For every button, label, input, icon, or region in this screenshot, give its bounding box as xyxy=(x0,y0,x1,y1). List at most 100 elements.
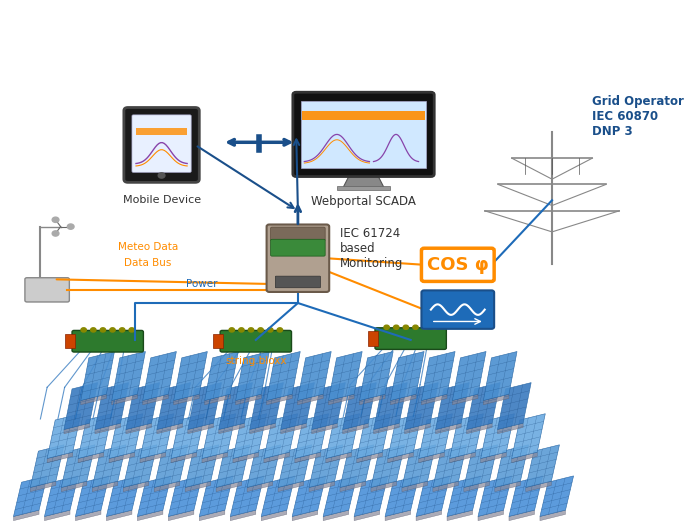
FancyBboxPatch shape xyxy=(214,334,223,348)
Polygon shape xyxy=(371,481,396,492)
Polygon shape xyxy=(388,414,421,458)
Polygon shape xyxy=(30,445,64,487)
FancyBboxPatch shape xyxy=(124,108,200,182)
Polygon shape xyxy=(357,452,382,463)
Polygon shape xyxy=(47,452,73,463)
FancyBboxPatch shape xyxy=(421,290,494,329)
FancyBboxPatch shape xyxy=(301,101,426,168)
Polygon shape xyxy=(204,394,230,405)
Polygon shape xyxy=(168,476,202,516)
Polygon shape xyxy=(328,394,354,405)
Circle shape xyxy=(422,325,428,329)
Polygon shape xyxy=(157,423,183,434)
Polygon shape xyxy=(76,510,101,521)
Polygon shape xyxy=(261,510,287,521)
Polygon shape xyxy=(323,476,357,516)
Polygon shape xyxy=(447,476,481,516)
Polygon shape xyxy=(357,414,391,458)
Polygon shape xyxy=(509,510,535,521)
Polygon shape xyxy=(80,394,106,405)
Polygon shape xyxy=(433,481,459,492)
Polygon shape xyxy=(391,394,416,405)
Polygon shape xyxy=(343,423,368,434)
Polygon shape xyxy=(435,383,469,430)
Polygon shape xyxy=(340,445,374,487)
FancyBboxPatch shape xyxy=(275,276,321,288)
Polygon shape xyxy=(512,414,545,458)
Polygon shape xyxy=(219,423,244,434)
Polygon shape xyxy=(281,423,307,434)
Polygon shape xyxy=(295,414,328,458)
Polygon shape xyxy=(216,481,242,492)
Polygon shape xyxy=(78,414,112,458)
Circle shape xyxy=(52,217,59,222)
Polygon shape xyxy=(498,423,523,434)
FancyBboxPatch shape xyxy=(368,331,378,346)
Polygon shape xyxy=(154,481,180,492)
Circle shape xyxy=(52,231,59,236)
FancyBboxPatch shape xyxy=(421,248,494,281)
Polygon shape xyxy=(140,414,174,458)
Text: string.bloxx: string.bloxx xyxy=(225,356,286,366)
Polygon shape xyxy=(188,383,221,430)
Polygon shape xyxy=(62,481,87,492)
Polygon shape xyxy=(328,352,362,401)
Polygon shape xyxy=(202,452,228,463)
Circle shape xyxy=(267,328,273,332)
Polygon shape xyxy=(447,510,473,521)
Polygon shape xyxy=(278,445,312,487)
Circle shape xyxy=(277,328,283,332)
Polygon shape xyxy=(449,452,475,463)
Circle shape xyxy=(413,325,418,329)
Polygon shape xyxy=(466,383,500,430)
Polygon shape xyxy=(354,510,379,521)
Polygon shape xyxy=(92,481,118,492)
Text: COS φ: COS φ xyxy=(427,256,489,274)
Polygon shape xyxy=(44,510,70,521)
Polygon shape xyxy=(250,423,275,434)
Polygon shape xyxy=(199,510,225,521)
Polygon shape xyxy=(416,510,442,521)
Bar xyxy=(302,111,426,120)
Polygon shape xyxy=(44,476,78,516)
Polygon shape xyxy=(402,445,435,487)
Circle shape xyxy=(81,328,86,332)
Polygon shape xyxy=(112,394,137,405)
Polygon shape xyxy=(312,423,337,434)
Polygon shape xyxy=(80,352,114,401)
Polygon shape xyxy=(464,481,489,492)
Polygon shape xyxy=(498,383,531,430)
Polygon shape xyxy=(171,452,197,463)
Polygon shape xyxy=(95,383,129,430)
Polygon shape xyxy=(371,445,405,487)
Circle shape xyxy=(248,328,253,332)
Polygon shape xyxy=(62,445,95,487)
Polygon shape xyxy=(109,452,134,463)
Polygon shape xyxy=(464,445,498,487)
Polygon shape xyxy=(526,481,552,492)
Polygon shape xyxy=(143,352,176,401)
Polygon shape xyxy=(171,414,204,458)
Polygon shape xyxy=(199,476,233,516)
Polygon shape xyxy=(236,394,261,405)
Polygon shape xyxy=(435,423,461,434)
Polygon shape xyxy=(267,352,300,401)
Polygon shape xyxy=(495,445,528,487)
Polygon shape xyxy=(292,476,326,516)
FancyBboxPatch shape xyxy=(132,115,191,172)
FancyBboxPatch shape xyxy=(271,239,326,256)
Polygon shape xyxy=(402,481,428,492)
Polygon shape xyxy=(388,452,414,463)
Polygon shape xyxy=(512,452,537,463)
Polygon shape xyxy=(154,445,188,487)
Bar xyxy=(136,128,187,135)
Polygon shape xyxy=(540,476,573,516)
Polygon shape xyxy=(112,352,146,401)
Polygon shape xyxy=(405,423,430,434)
Polygon shape xyxy=(157,383,190,430)
Circle shape xyxy=(100,328,106,332)
Polygon shape xyxy=(419,414,452,458)
Polygon shape xyxy=(174,394,199,405)
Polygon shape xyxy=(466,423,492,434)
Polygon shape xyxy=(202,414,236,458)
